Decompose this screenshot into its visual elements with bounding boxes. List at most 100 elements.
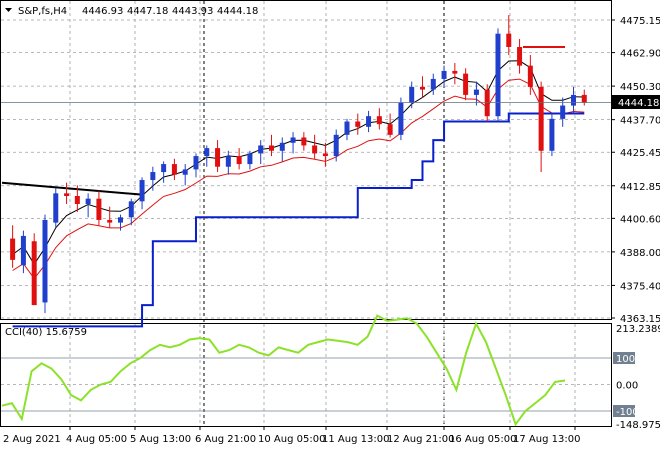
current-price-label: 4444.18 xyxy=(618,98,659,109)
trailing-stop-line xyxy=(12,112,585,328)
candle-body xyxy=(64,193,70,197)
price-tick-label: 4462.90 xyxy=(620,49,660,60)
time-axis: 2 Aug 2021 4 Aug 05:00 5 Aug 13:00 6 Aug 21… xyxy=(3,426,580,445)
price-tick-label: 4412.85 xyxy=(620,182,660,193)
cci-layer xyxy=(1,314,566,427)
candle-body xyxy=(538,86,544,151)
candle-body xyxy=(193,156,199,170)
candle-body xyxy=(215,148,221,167)
candle-body xyxy=(171,164,177,175)
high-value: 4447.18 xyxy=(127,6,168,17)
candle-body xyxy=(10,238,16,260)
cci-label: CCI(40) 15.6759 xyxy=(5,327,87,338)
candle-body xyxy=(74,196,80,204)
candle-body xyxy=(182,169,188,175)
candle-body xyxy=(430,78,436,90)
price-tick-label: 4475.15 xyxy=(620,16,660,27)
cci-grid xyxy=(1,324,611,426)
close-value: 4444.18 xyxy=(217,6,258,17)
cci-tick-label: 100 xyxy=(616,354,635,365)
candle-body xyxy=(452,70,458,74)
candle-body xyxy=(150,172,156,181)
price-tick-label: 4375.40 xyxy=(620,281,660,292)
main-chart-frame xyxy=(0,0,612,320)
cci-axis: 213.2389 100 0.00 -100 -148.9759 xyxy=(613,324,660,431)
cci-level-badge xyxy=(613,352,635,365)
price-tick-label: 4450.30 xyxy=(620,82,660,93)
candle-body xyxy=(441,70,447,79)
candle-body xyxy=(527,65,533,87)
candle-body xyxy=(268,145,274,151)
candle-body xyxy=(322,153,328,157)
candle-body xyxy=(495,33,501,117)
main-grid xyxy=(1,1,611,426)
time-label: 17 Aug 13:00 xyxy=(513,434,580,445)
time-label: 11 Aug 13:00 xyxy=(322,434,389,445)
candle-body xyxy=(312,145,318,154)
candle-body xyxy=(409,86,415,103)
cci-tick-label: -100 xyxy=(616,407,639,418)
cci-panel-frame xyxy=(0,323,612,427)
time-label: 2 Aug 2021 xyxy=(3,434,61,445)
candle-body xyxy=(225,156,231,167)
candle-body xyxy=(376,116,382,125)
cci-tick-label: 213.2389 xyxy=(616,324,660,335)
candle-body xyxy=(107,219,113,223)
time-label: 4 Aug 05:00 xyxy=(66,434,127,445)
cci-tick-label: 0.00 xyxy=(616,381,638,392)
time-label: 10 Aug 05:00 xyxy=(258,434,325,445)
candle-body xyxy=(117,217,123,223)
candle-body xyxy=(366,116,372,127)
candle-body xyxy=(258,145,264,154)
cci-tick-label: -148.9759 xyxy=(616,420,660,431)
candle-body xyxy=(301,137,307,146)
candle-body xyxy=(517,47,523,66)
price-tick-label: 4425.45 xyxy=(620,148,660,159)
candle-body xyxy=(31,241,37,306)
candle-body xyxy=(128,201,134,218)
low-value: 4443.93 xyxy=(172,6,213,17)
candle-body xyxy=(279,142,285,151)
candle-body xyxy=(344,121,350,135)
current-price-badge xyxy=(612,95,660,109)
candle-body xyxy=(419,86,425,90)
time-label: 5 Aug 13:00 xyxy=(130,434,191,445)
candle-body xyxy=(570,94,576,106)
dropdown-triangle-icon[interactable] xyxy=(5,8,12,12)
symbol-label: S&P,fs,H4 xyxy=(18,6,67,17)
candle-body xyxy=(387,124,393,135)
price-tick-label: 4437.70 xyxy=(620,116,660,127)
candle-body xyxy=(355,121,361,127)
open-value: 4446.93 xyxy=(82,6,123,17)
candle-body xyxy=(139,180,145,202)
candles-layer xyxy=(10,15,587,314)
candle-body xyxy=(20,235,26,266)
candle-body xyxy=(398,102,404,135)
candle-body xyxy=(236,156,242,165)
candle-body xyxy=(204,148,210,157)
candle-body xyxy=(581,94,587,103)
trend-line[interactable] xyxy=(1,181,143,196)
candle-body xyxy=(96,198,102,220)
candle-body xyxy=(549,118,555,151)
price-tick-label: 4400.60 xyxy=(620,214,660,225)
candle-body xyxy=(560,105,566,119)
candle-body xyxy=(484,89,490,117)
candle-body xyxy=(42,219,48,303)
price-axis: 4475.15 4462.90 4450.30 4437.70 4425.45 4412.… xyxy=(1,16,660,325)
candle-body xyxy=(85,198,91,204)
candle-body xyxy=(473,89,479,95)
candle-body xyxy=(506,33,512,48)
price-tick-label: 4388.00 xyxy=(620,248,660,259)
cci-line xyxy=(1,314,566,427)
price-tick-label: 4363.15 xyxy=(620,314,660,325)
candle-body xyxy=(247,153,253,165)
time-label: 16 Aug 05:00 xyxy=(449,434,516,445)
candle-body xyxy=(290,137,296,143)
cci-level-badge xyxy=(613,405,635,418)
candle-body xyxy=(161,164,167,173)
ma-slow-line xyxy=(12,60,585,266)
candle-body xyxy=(463,73,469,95)
time-label: 12 Aug 21:00 xyxy=(387,434,454,445)
